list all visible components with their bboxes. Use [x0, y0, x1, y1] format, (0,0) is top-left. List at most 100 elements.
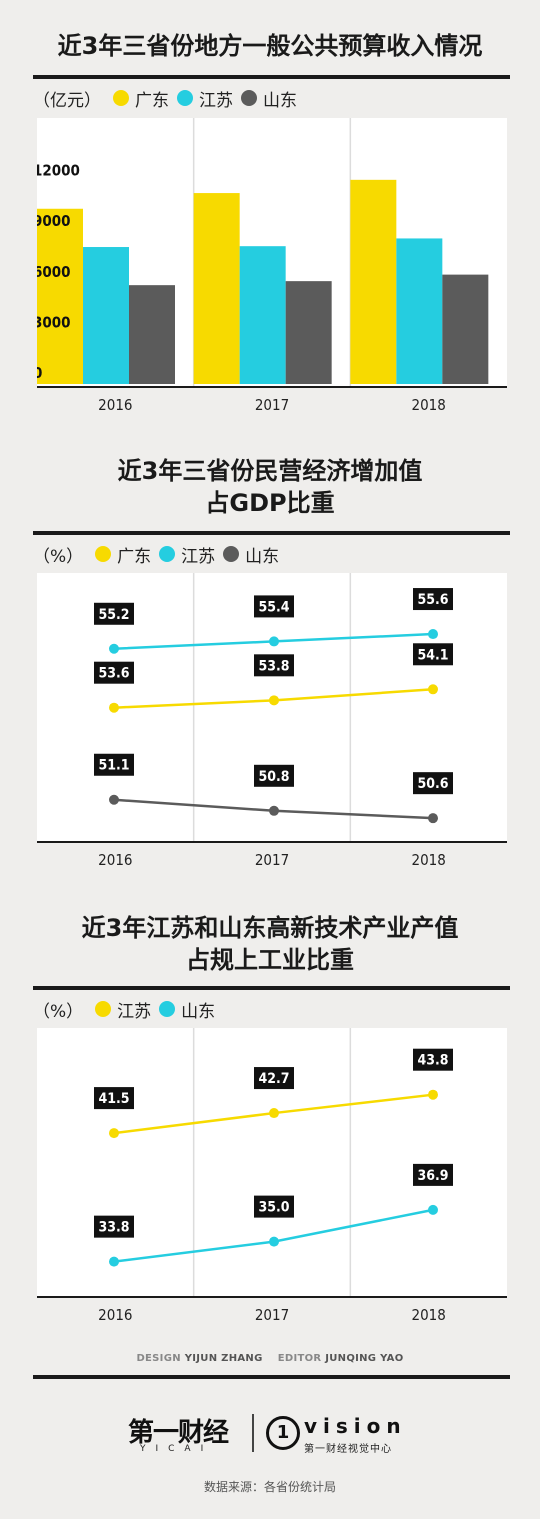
chart3-legend: （%） 江苏 山东: [33, 997, 215, 1022]
data-label: 33.8: [98, 1220, 129, 1236]
chart2-plot-panel: 53.6 53.8 54.1 55.2 55.4 55.6 51.1 50.8 50.6: [37, 573, 507, 841]
data-label: 51.1: [98, 758, 129, 774]
chart2-x-axis: 2016 2017 2018: [37, 841, 507, 869]
legend-dot-icon: [177, 90, 193, 106]
data-point: [109, 794, 119, 805]
data-label-box: [254, 1067, 294, 1090]
bar: [396, 238, 443, 384]
legend-dot-icon: [95, 546, 112, 562]
chart3-unit: （%）: [33, 1001, 84, 1022]
legend-item: 山东: [159, 997, 215, 1022]
data-point: [109, 643, 119, 654]
chart1-legend: （亿元） 广东 江苏 山东: [33, 86, 297, 111]
x-tick-label: 2018: [411, 396, 445, 414]
data-label-box: [413, 1163, 453, 1186]
x-tick-label: 2016: [98, 1306, 132, 1324]
credits: DESIGN YIJUN ZHANG EDITOR JUNQING YAO: [0, 1353, 540, 1364]
data-point: [109, 702, 119, 713]
bar-chart: 0 3000 6000 9000 12000: [33, 118, 489, 386]
data-label: 54.1: [417, 647, 448, 663]
y-tick-label: 12000: [37, 162, 80, 180]
data-label: 41.5: [98, 1091, 129, 1107]
x-tick-label: 2017: [255, 396, 289, 414]
legend-dot-icon: [113, 90, 129, 106]
x-tick-label: 2016: [98, 851, 132, 869]
bar: [193, 193, 240, 384]
series-line: [113, 1208, 434, 1263]
legend-item: 江苏: [159, 542, 215, 567]
x-tick-label: 2017: [255, 851, 289, 869]
data-point: [269, 636, 279, 647]
data-label: 55.4: [258, 599, 289, 615]
editor-label: EDITOR: [277, 1353, 322, 1364]
data-point: [269, 1236, 279, 1247]
data-label: 42.7: [258, 1071, 289, 1087]
chart2-title: 近3年三省份民营经济增加值 占GDP比重: [20, 455, 520, 519]
bar: [129, 285, 175, 384]
bar: [285, 281, 332, 384]
data-label-box: [413, 588, 453, 611]
vision-one-icon: 1: [266, 1416, 300, 1450]
design-name: YIJUN ZHANG: [184, 1353, 263, 1364]
data-point: [109, 1128, 119, 1139]
legend-item: 江苏: [177, 86, 233, 111]
data-point: [109, 1256, 119, 1267]
legend-label: 江苏: [117, 1001, 152, 1022]
data-label-box: [94, 602, 134, 625]
vision-logo: vision: [304, 1414, 407, 1438]
brand-logos: 第一财经 YICAI 1 vision 第一财经视觉中心: [0, 1400, 540, 1460]
data-label-box: [413, 1048, 453, 1071]
logo-divider: [252, 1414, 254, 1452]
data-point: [428, 684, 438, 695]
data-label: 53.8: [258, 658, 289, 674]
data-label: 55.6: [417, 592, 448, 608]
chart1-title-line: 近3年三省份地方一般公共预算收入情况: [57, 32, 483, 60]
data-label: 50.8: [258, 769, 289, 785]
bar: [239, 246, 286, 384]
legend-dot-icon: [223, 546, 240, 562]
data-label-box: [94, 661, 134, 684]
data-point: [428, 1204, 438, 1215]
chart3-x-axis: 2016 2017 2018: [37, 1296, 507, 1324]
x-tick-label: 2017: [255, 1306, 289, 1324]
data-point: [269, 1108, 279, 1119]
bar: [350, 179, 397, 384]
chart2-title-line: 近3年三省份民营经济增加值: [117, 457, 423, 485]
bar: [442, 274, 489, 384]
legend-label: 广东: [135, 90, 169, 111]
data-label: 55.2: [98, 607, 129, 623]
chart2-legend: （%） 广东 江苏 山东: [33, 542, 280, 567]
x-tick-label: 2018: [411, 851, 445, 869]
chart2-unit: （%）: [33, 546, 84, 567]
data-label-box: [254, 764, 294, 787]
editor-name: JUNQING YAO: [325, 1353, 404, 1364]
data-label-box: [254, 595, 294, 618]
legend-dot-icon: [159, 1001, 176, 1017]
chart2-title-line: 占GDP比重: [205, 489, 335, 517]
chart1-title-rule: [33, 75, 510, 79]
y-tick-label: 9000: [37, 212, 71, 230]
chart3-title: 近3年江苏和山东高新技术产业产值 占规上工业比重: [20, 912, 520, 976]
y-tick-label: 0: [37, 364, 42, 382]
data-label: 53.6: [98, 666, 129, 682]
chart3-title-line: 占规上工业比重: [186, 946, 354, 974]
legend-dot-icon: [159, 546, 176, 562]
legend-label: 山东: [245, 546, 280, 567]
chart1-unit: （亿元）: [33, 90, 101, 111]
legend-item: 广东: [113, 86, 169, 111]
data-label-box: [413, 772, 453, 795]
data-label-box: [413, 643, 453, 666]
chart3-plot-panel: 41.5 42.7 43.8 33.8 35.0 36.9: [37, 1028, 507, 1296]
data-label-box: [94, 753, 134, 776]
data-source: 数据来源：各省份统计局: [203, 1480, 336, 1494]
legend-item: 广东: [95, 542, 151, 567]
data-point: [269, 805, 279, 816]
data-label: 35.0: [258, 1200, 289, 1216]
legend-label: 江苏: [199, 90, 233, 111]
legend-label: 山东: [263, 90, 297, 111]
legend-item: 江苏: [95, 997, 151, 1022]
vision-logo-sub: 第一财经视觉中心: [304, 1444, 392, 1455]
data-point: [428, 813, 438, 824]
data-label-box: [254, 654, 294, 677]
design-label: DESIGN: [136, 1353, 181, 1364]
